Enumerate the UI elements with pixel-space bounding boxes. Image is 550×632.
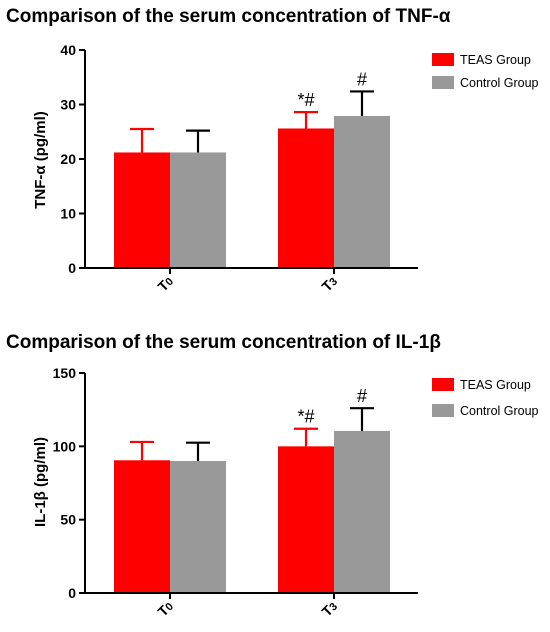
legend-label-control: Control Group: [460, 76, 539, 90]
bar-t0-teas: [114, 460, 170, 593]
legend-swatch-control: [432, 404, 454, 417]
legend-swatch-teas: [432, 53, 454, 66]
chart-title: Comparison of the serum concentration of…: [6, 6, 451, 27]
y-tick-label: 40: [60, 42, 76, 58]
y-tick-label: 30: [60, 97, 76, 113]
bar-t3-control: [334, 115, 390, 268]
bar-t3-control: [334, 430, 390, 593]
il-1beta-chart: Comparison of the serum concentration of…: [6, 332, 539, 620]
plot-area: *# #0 50 100 150 T0 T3: [53, 365, 418, 620]
significance-annotation: #: [357, 386, 367, 406]
x-tick-label: T0: [154, 273, 176, 295]
bar-t3-teas: [278, 128, 334, 268]
y-axis-label: IL-1β (pg/ml): [32, 437, 49, 527]
significance-annotation: *#: [297, 90, 314, 110]
bar-t3-teas: [278, 446, 334, 593]
legend-label-teas: TEAS Group: [460, 53, 531, 67]
y-tick-label: 0: [68, 585, 76, 601]
y-tick-label: 0: [68, 260, 76, 276]
y-axis-label: TNF-α (pg/ml): [32, 111, 49, 209]
legend-swatch-teas: [432, 378, 454, 391]
y-tick-label: 10: [60, 206, 76, 222]
x-tick-label: T3: [318, 273, 340, 295]
x-tick-label: T3: [318, 598, 340, 620]
legend-label-control: Control Group: [460, 404, 539, 418]
significance-annotation: *#: [297, 407, 314, 427]
legend-label-teas: TEAS Group: [460, 378, 531, 392]
bar-t0-control: [170, 461, 226, 593]
tnf-alpha-chart: Comparison of the serum concentration of…: [6, 6, 539, 295]
legend: TEAS Group Control Group: [432, 378, 539, 418]
y-tick-label: 150: [53, 365, 77, 381]
significance-annotation: #: [357, 69, 367, 89]
y-tick-label: 20: [60, 151, 76, 167]
legend: TEAS Group Control Group: [432, 53, 539, 90]
y-tick-label: 100: [53, 438, 77, 454]
y-tick-label: 50: [60, 512, 76, 528]
x-tick-label: T0: [154, 598, 176, 620]
bar-t0-control: [170, 152, 226, 268]
chart-title: Comparison of the serum concentration of…: [6, 332, 441, 353]
plot-area: *# #0 10 20 30 40 T0 T3: [60, 42, 418, 295]
bar-t0-teas: [114, 152, 170, 268]
legend-swatch-control: [432, 76, 454, 89]
